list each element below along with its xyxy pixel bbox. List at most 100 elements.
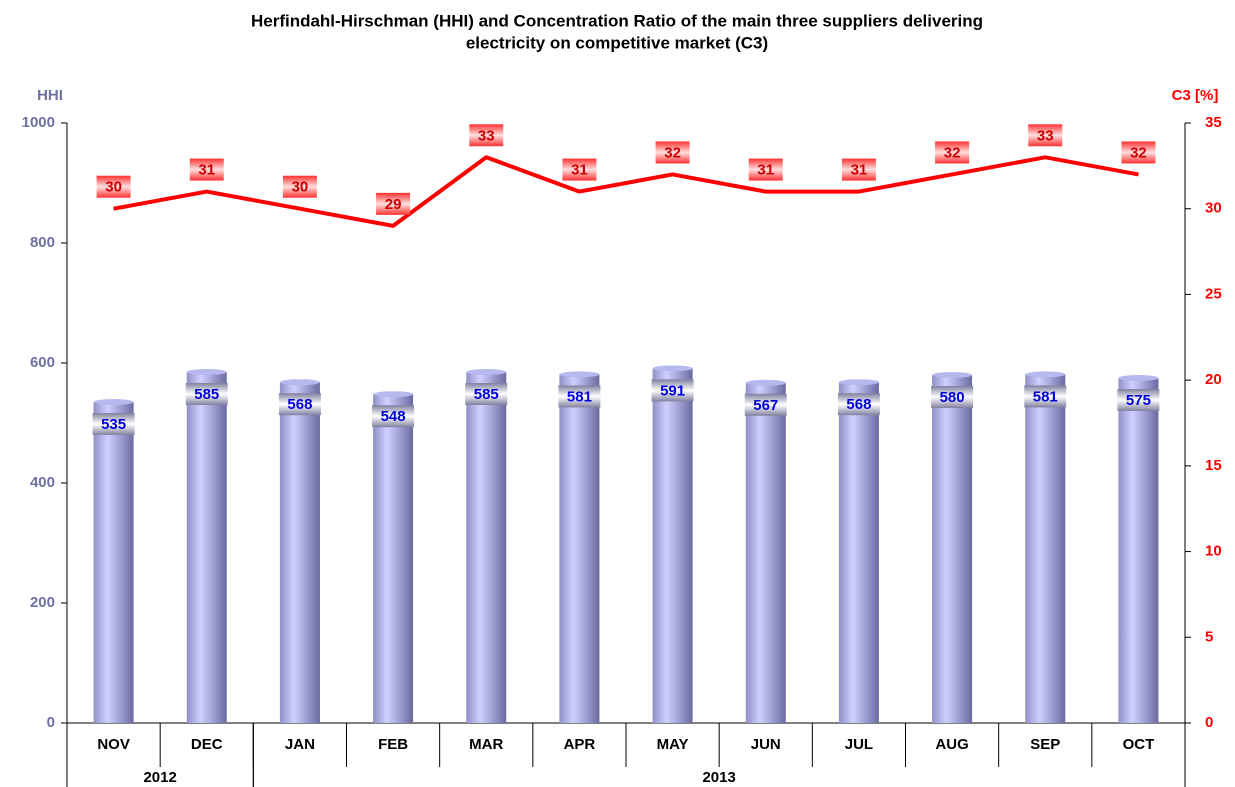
data-label-box	[1117, 389, 1160, 411]
bar	[1025, 374, 1066, 723]
bar	[373, 394, 414, 723]
bar-cap	[1118, 375, 1159, 381]
group-label: 2012	[143, 769, 176, 786]
bar-cap	[559, 371, 600, 378]
bar-cap	[838, 379, 879, 386]
data-label-box	[655, 141, 690, 164]
data-label-box	[278, 393, 321, 416]
y2-tick-label: 20	[1205, 371, 1222, 388]
x-tick-label: JAN	[285, 736, 315, 753]
bar	[466, 372, 507, 723]
x-tick-label: JUN	[751, 736, 781, 753]
data-label: 32	[944, 144, 961, 161]
data-label-box	[372, 405, 415, 428]
data-label: 31	[198, 162, 215, 179]
x-tick-label: MAR	[469, 736, 503, 753]
bar-cap	[186, 369, 227, 375]
data-label: 568	[287, 396, 312, 413]
data-label-box	[748, 158, 783, 181]
data-label-box	[92, 413, 135, 435]
bar	[186, 372, 227, 723]
bar-cap	[279, 379, 320, 386]
y-tick-label: 600	[30, 354, 55, 371]
bar	[838, 382, 879, 723]
data-label: 548	[381, 408, 406, 425]
data-label: 30	[292, 179, 309, 196]
bar	[279, 382, 320, 723]
data-label: 32	[1130, 144, 1147, 161]
data-label: 31	[851, 162, 868, 179]
data-label-box	[837, 393, 880, 416]
bar	[93, 402, 134, 723]
data-label: 568	[846, 396, 871, 413]
chart-title: electricity on competitive market (C3)	[466, 33, 768, 52]
data-label-box	[1121, 141, 1156, 164]
data-label: 31	[757, 162, 774, 179]
bar-cap	[932, 372, 973, 378]
data-label: 585	[474, 386, 499, 403]
data-label-box	[282, 175, 317, 198]
bar-cap	[466, 369, 507, 375]
bar	[652, 368, 693, 723]
data-label-box	[469, 124, 504, 147]
data-label-box	[1028, 124, 1063, 147]
data-label-box	[562, 158, 597, 181]
x-tick-label: DEC	[191, 736, 223, 753]
data-label: 29	[385, 196, 402, 213]
data-label: 32	[664, 144, 681, 161]
bar-cap	[745, 379, 786, 386]
x-tick-label: NOV	[97, 736, 130, 753]
data-label-box	[1024, 385, 1067, 408]
bar	[1118, 378, 1159, 723]
y2-tick-label: 10	[1205, 543, 1222, 560]
bar-cap	[93, 399, 134, 405]
data-label-box	[744, 393, 787, 416]
data-label: 535	[101, 416, 126, 433]
y2-tick-label: 35	[1205, 114, 1222, 131]
bar	[559, 374, 600, 723]
data-label: 585	[194, 386, 219, 403]
data-label: 33	[478, 127, 495, 144]
line	[113, 155, 1139, 228]
data-label: 591	[660, 382, 685, 399]
x-tick-label: OCT	[1123, 736, 1155, 753]
data-label-box	[558, 385, 601, 408]
bar-cap	[373, 391, 414, 398]
x-tick-label: SEP	[1030, 736, 1060, 753]
y-tick-label: 400	[30, 474, 55, 491]
y2-tick-label: 5	[1205, 628, 1213, 645]
data-label-box	[376, 192, 411, 215]
x-tick-label: APR	[564, 736, 596, 753]
x-tick-label: AUG	[935, 736, 968, 753]
x-tick-label: MAY	[657, 736, 689, 753]
y-tick-label: 800	[30, 234, 55, 251]
data-label-box	[465, 383, 508, 405]
y2-tick-label: 0	[1205, 714, 1213, 731]
data-label-box	[931, 386, 974, 408]
data-label-box	[189, 158, 224, 181]
bar-cap	[652, 365, 693, 372]
data-label: 581	[1033, 388, 1058, 405]
group-label: 2013	[702, 769, 735, 786]
data-label-box	[935, 141, 970, 164]
y-tick-label: 1000	[22, 114, 55, 131]
y2-tick-label: 25	[1205, 285, 1222, 302]
y2-tick-label: 30	[1205, 200, 1222, 217]
chart-title: Herfindahl-Hirschman (HHI) and Concentra…	[251, 11, 983, 30]
x-tick-label: JUL	[845, 736, 873, 753]
data-label-box	[185, 383, 228, 405]
data-label: 33	[1037, 127, 1054, 144]
data-label: 30	[105, 179, 122, 196]
y2-tick-label: 15	[1205, 457, 1222, 474]
y-tick-label: 200	[30, 594, 55, 611]
bar	[932, 375, 973, 723]
y-tick-label: 0	[47, 714, 55, 731]
data-label: 575	[1126, 392, 1151, 409]
bar	[745, 382, 786, 723]
data-label: 580	[940, 389, 965, 406]
data-label-box	[96, 175, 131, 198]
y-axis-label: HHI	[37, 87, 63, 104]
data-label: 31	[571, 162, 588, 179]
data-label: 581	[567, 388, 592, 405]
